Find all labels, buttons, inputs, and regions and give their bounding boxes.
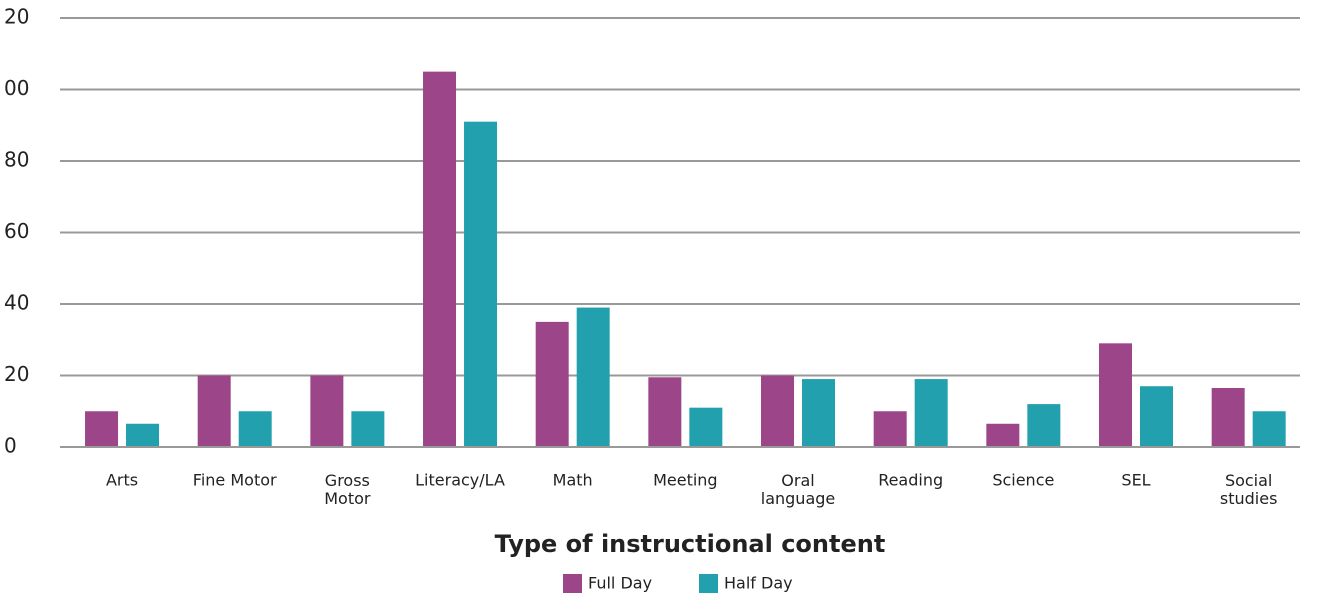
bar — [689, 407, 723, 447]
bar — [761, 375, 795, 447]
y-tick-label: 80 — [4, 148, 29, 172]
y-tick-label: 20 — [4, 362, 29, 386]
legend-swatch — [699, 574, 718, 593]
x-tick-label: Gross Motor — [324, 471, 371, 508]
bar — [1099, 343, 1133, 447]
bar — [423, 71, 457, 447]
x-tick-label: Fine Motor — [193, 471, 277, 490]
x-tick-label: Arts — [106, 471, 138, 490]
x-tick-label: Reading — [878, 471, 943, 490]
bar — [351, 411, 385, 447]
y-tick-label: 60 — [4, 219, 29, 243]
bar — [914, 379, 948, 447]
bar — [1140, 386, 1174, 447]
legend-label: Full Day — [588, 574, 652, 593]
legend-swatch — [563, 574, 582, 593]
x-tick-label: Science — [992, 471, 1054, 490]
x-tick-label: Literacy/LA — [415, 471, 505, 490]
bar — [802, 379, 836, 447]
bar — [648, 377, 682, 447]
bar — [535, 321, 569, 447]
x-tick-label: Meeting — [653, 471, 718, 490]
bar — [464, 121, 498, 448]
bar — [85, 411, 119, 447]
y-tick-label: 00 — [4, 76, 29, 100]
x-tick-label: SEL — [1121, 471, 1150, 490]
x-tick-label: Social studies — [1220, 471, 1278, 508]
x-axis-title: Type of instructional content — [495, 530, 886, 558]
bar — [1027, 404, 1061, 447]
bar — [1252, 411, 1286, 447]
bar — [197, 375, 231, 447]
bar — [873, 411, 907, 447]
x-tick-label: Math — [553, 471, 593, 490]
legend-label: Half Day — [724, 574, 793, 593]
y-tick-label: 0 — [4, 434, 17, 458]
bar — [310, 375, 344, 447]
bar — [1211, 388, 1245, 447]
y-tick-label: 40 — [4, 291, 29, 315]
bar — [238, 411, 272, 447]
bar — [126, 423, 160, 447]
x-tick-label: Oral language — [761, 471, 836, 508]
bar — [576, 307, 610, 447]
y-tick-label: 20 — [4, 5, 29, 29]
bar — [986, 423, 1020, 447]
